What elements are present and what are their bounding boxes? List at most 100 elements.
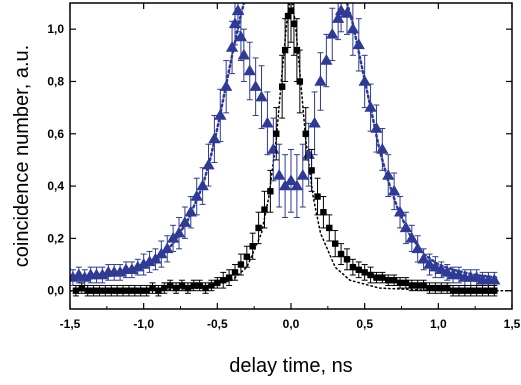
- square-point: [214, 279, 221, 287]
- square-point: [149, 284, 156, 292]
- triangle-point: [340, 7, 354, 18]
- square-point: [178, 282, 186, 289]
- square-point: [190, 282, 197, 289]
- plot-content: [70, 3, 512, 297]
- y-tick-label: 0,2: [47, 231, 64, 245]
- triangle-point: [284, 174, 298, 186]
- square-point: [385, 277, 392, 284]
- square-point: [255, 224, 262, 232]
- square-point: [367, 271, 374, 279]
- x-tick-label: 0,0: [283, 317, 300, 331]
- y-tick-label: 0,8: [47, 74, 64, 88]
- ticks: -1,5 -1,0 -0,5 0,0 0,5 1,0 1,5 0,0 0,2 0,4 0,6 0,8 1…: [47, 3, 521, 331]
- triangle-point: [231, 4, 245, 16]
- square-point: [314, 193, 321, 200]
- triangle-point: [208, 132, 221, 144]
- square-point: [202, 284, 209, 292]
- triangle-point: [388, 184, 401, 196]
- triangle-point: [488, 273, 501, 285]
- square-point: [443, 284, 451, 292]
- triangle-point: [320, 54, 333, 65]
- square-point: [172, 284, 180, 292]
- square-point: [208, 282, 215, 289]
- square-point: [155, 287, 162, 294]
- triangle-point: [255, 90, 268, 102]
- square-point: [461, 287, 469, 294]
- fit-line: [291, 3, 512, 292]
- triangle-point: [308, 116, 321, 128]
- triangle-point: [237, 48, 250, 60]
- triangle-point: [296, 169, 309, 180]
- square-point: [349, 263, 357, 271]
- square-point: [420, 282, 427, 289]
- triangle-point: [225, 41, 239, 52]
- triangle-point: [370, 122, 383, 133]
- square-point: [131, 287, 139, 294]
- triangle-point: [161, 242, 174, 254]
- square-point: [296, 78, 304, 85]
- square-point: [390, 277, 398, 284]
- square-point: [396, 279, 404, 287]
- square-point: [143, 287, 150, 294]
- square-point: [243, 253, 250, 260]
- square-point: [90, 287, 97, 294]
- triangle-point: [326, 27, 339, 39]
- square-point: [485, 287, 492, 294]
- x-tick-label: 0,5: [356, 317, 373, 331]
- x-tick-label: 1,5: [504, 317, 521, 331]
- y-tick-label: 0,0: [47, 284, 64, 298]
- square-point: [78, 284, 85, 292]
- square-point: [491, 287, 498, 294]
- triangle-point: [411, 242, 424, 254]
- square-point: [237, 261, 245, 268]
- x-tick-label: -1,5: [60, 317, 81, 331]
- square-point: [326, 224, 333, 232]
- square-point: [432, 284, 439, 292]
- square-point: [166, 282, 174, 289]
- square-point: [119, 287, 127, 294]
- square-point: [320, 209, 327, 216]
- square-point: [290, 20, 298, 28]
- triangle-point: [184, 205, 197, 217]
- triangle-point: [314, 75, 327, 86]
- x-axis-title: delay time, ns: [229, 355, 352, 377]
- square-point: [278, 83, 286, 90]
- x-tick-label: -1,0: [133, 317, 154, 331]
- square-point: [84, 287, 91, 294]
- triangle-point: [202, 158, 215, 170]
- triangle-point: [290, 179, 304, 191]
- triangle-point: [376, 143, 389, 154]
- y-tick-label: 1,0: [47, 22, 64, 36]
- square-point: [284, 12, 292, 20]
- triangle-point: [190, 190, 203, 201]
- square-point: [267, 188, 274, 195]
- square-point: [137, 287, 144, 294]
- square-point: [196, 282, 203, 289]
- triangle-point: [243, 64, 256, 76]
- square-point: [125, 287, 133, 294]
- square-point: [261, 206, 268, 213]
- triangle-point: [364, 101, 377, 112]
- square-point: [161, 284, 168, 292]
- square-point: [414, 282, 421, 289]
- square-point: [96, 287, 103, 294]
- square-point: [408, 282, 416, 289]
- triangle-point: [178, 216, 192, 227]
- triangle-point: [196, 179, 209, 191]
- square-point: [402, 279, 410, 287]
- square-point: [249, 243, 256, 250]
- square-point: [184, 284, 192, 292]
- y-tick-label: 0,6: [47, 127, 64, 141]
- triangle-point: [273, 169, 286, 180]
- square-point: [455, 287, 463, 294]
- square-point: [302, 130, 309, 137]
- triangle-point: [214, 109, 227, 120]
- square-point: [273, 130, 280, 137]
- triangle-point: [417, 252, 430, 264]
- square-point: [332, 240, 339, 247]
- triangle-point: [405, 231, 418, 243]
- square-point: [473, 287, 480, 294]
- x-tick-label: 1,0: [430, 317, 447, 331]
- triangle-point: [358, 75, 371, 86]
